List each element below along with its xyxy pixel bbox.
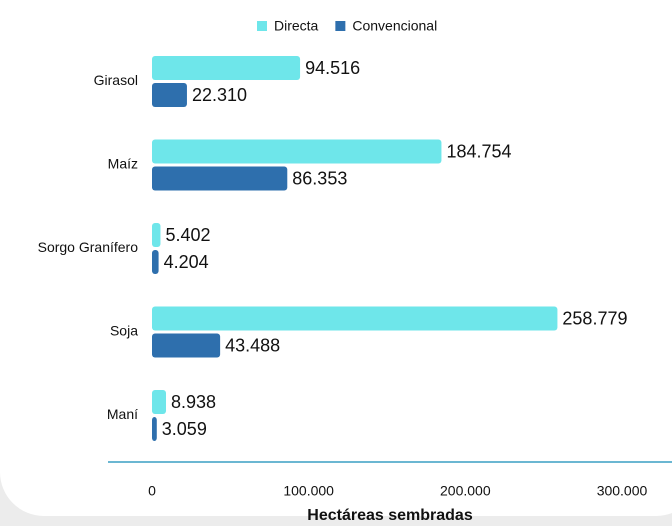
value-label: 3.059 [162,419,207,439]
legend-swatch [257,21,267,31]
value-label: 22.310 [192,85,247,105]
bar [152,417,157,441]
bar [152,139,442,164]
bar [152,250,159,274]
value-label: 94.516 [305,58,360,78]
value-label: 5.402 [165,225,210,245]
category-label: Sorgo Granífero [38,239,139,255]
bar [152,306,558,331]
category-label: Soja [110,323,138,339]
category-label: Maní [107,406,138,422]
x-tick-label: 300.000 [597,483,648,499]
x-tick-label: 100.000 [283,483,334,499]
value-label: 86.353 [292,168,347,188]
legend-swatch [335,21,346,31]
bar [152,333,221,358]
value-label: 258.779 [562,308,627,328]
x-tick-label: 200.000 [440,483,491,499]
value-label: 184.754 [446,141,511,161]
category-label: Maíz [108,156,138,172]
value-label: 8.938 [171,392,216,412]
value-label: 4.204 [164,252,209,272]
category-label: Girasol [94,72,138,88]
x-axis-title: Hectáreas sembradas [307,507,473,524]
bar [152,223,161,247]
legend-label: Directa [274,18,319,34]
bar [152,166,288,191]
bar [152,83,187,107]
bar [152,56,301,80]
value-label: 43.488 [225,335,280,355]
bar [152,390,167,414]
x-tick-label: 0 [148,483,156,499]
legend-label: Convencional [352,18,437,34]
